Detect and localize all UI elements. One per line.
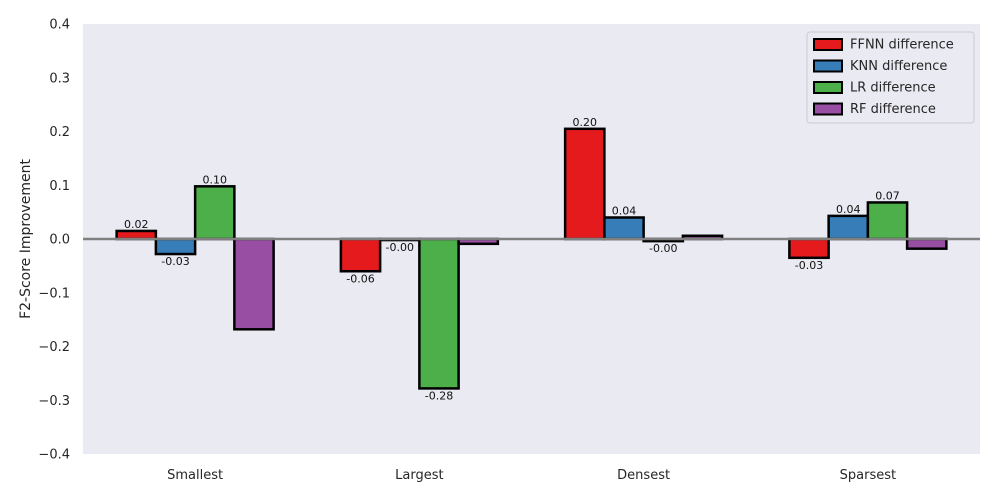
data-label: -0.03 <box>795 259 823 272</box>
legend-label: FFNN difference <box>850 38 954 53</box>
bar-rf-smallest <box>233 237 275 331</box>
data-label: -0.00 <box>386 241 414 254</box>
bar-ffnn-largest <box>339 237 382 273</box>
y-tick-label: −0.3 <box>38 394 70 409</box>
legend-swatch <box>813 59 843 73</box>
x-tick-label: Largest <box>395 468 443 483</box>
x-tick-label: Densest <box>617 468 670 483</box>
bar-lr-smallest <box>193 185 236 241</box>
legend-label: LR difference <box>850 81 936 96</box>
legend-label: RF difference <box>850 102 936 117</box>
bars-layer <box>115 127 948 390</box>
y-tick-label: 0.1 <box>49 179 70 194</box>
bar-rf-sparsest <box>905 237 948 250</box>
data-label: 0.04 <box>612 205 637 218</box>
y-tick-label: 0.4 <box>49 18 70 33</box>
legend-swatch <box>813 38 843 51</box>
data-label: -0.00 <box>649 242 677 255</box>
legend-swatch <box>813 81 843 94</box>
bar-knn-sparsest <box>827 214 870 241</box>
data-label: 0.02 <box>124 218 149 231</box>
data-label: 0.04 <box>836 203 861 216</box>
legend-label: KNN difference <box>850 59 947 74</box>
data-label: -0.06 <box>346 272 374 285</box>
x-tick-label: Sparsest <box>840 468 896 483</box>
y-axis: 0.4 0.3 0.2 0.1 0.0 −0.1 −0.2 −0.3 −0.4 <box>38 18 70 463</box>
x-axis: Smallest Largest Densest Sparsest <box>167 468 896 483</box>
y-tick-label: 0.2 <box>49 125 70 140</box>
bar-ffnn-densest <box>563 127 606 241</box>
data-label: 0.07 <box>875 189 900 202</box>
y-tick-label: 0.0 <box>49 233 70 248</box>
legend-swatch <box>813 102 843 116</box>
data-label: -0.28 <box>425 389 453 402</box>
bar-lr-sparsest <box>866 201 909 241</box>
x-tick-label: Smallest <box>167 468 223 483</box>
y-tick-label: −0.1 <box>38 286 70 301</box>
y-axis-label: F2-Score Improvement <box>18 159 34 319</box>
y-tick-label: −0.4 <box>38 448 70 463</box>
data-label: -0.03 <box>161 255 189 268</box>
bar-lr-largest <box>418 237 460 390</box>
legend: FFNN difference KNN difference LR differen… <box>806 31 975 124</box>
data-label: 0.10 <box>202 173 227 186</box>
bar-knn-densest <box>603 216 645 241</box>
data-labels-layer: 0.02 -0.03 0.10 -0.06 -0.00 -0.28 0.20 0.04 -0.0… <box>124 116 900 403</box>
bar-ffnn-sparsest <box>788 237 830 260</box>
data-label: 0.20 <box>573 116 598 129</box>
y-tick-label: 0.3 <box>49 71 70 86</box>
legend-box <box>806 31 975 124</box>
bar-knn-smallest <box>154 237 197 256</box>
y-tick-label: −0.2 <box>38 340 70 355</box>
